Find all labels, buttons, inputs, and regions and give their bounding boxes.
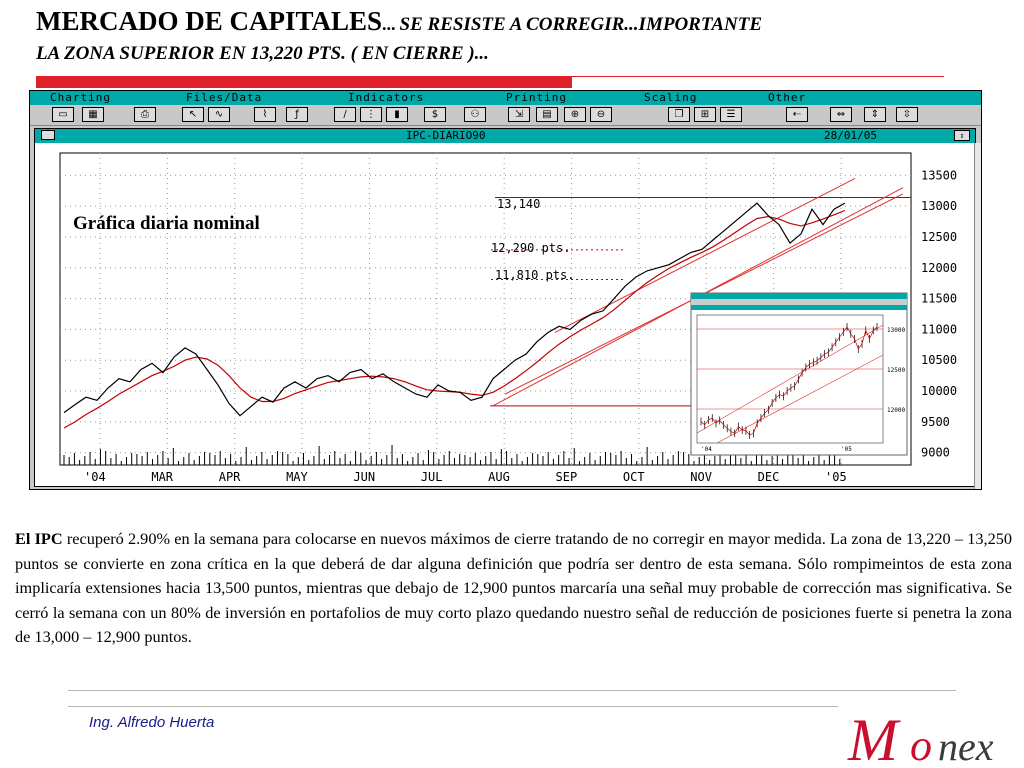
x-tick-label: MAR <box>151 470 173 484</box>
x-tick-label: APR <box>219 470 241 484</box>
menu-bar: Charting Files/Data Indicators Printing … <box>30 91 981 105</box>
title-ellipsis: ... <box>382 14 396 34</box>
x-axis-ticks: '04 MAR APR MAY JUN JUL AUG SEP OCT NOV DEC '05 <box>84 470 847 484</box>
pointer-icon[interactable]: ↖ <box>182 107 204 122</box>
annotation-12290: 12,290 pts. <box>491 241 570 255</box>
menu-scaling[interactable]: Scaling <box>644 91 698 104</box>
y-tick-label: 9500 <box>921 415 950 429</box>
menu-printing[interactable]: Printing <box>506 91 567 104</box>
monex-logo: M o nex <box>844 696 1022 766</box>
x-tick-label: '05 <box>825 470 847 484</box>
commentary-lead: El IPC <box>15 529 63 548</box>
scroll-arrows-icon[interactable]: ⇕ <box>954 130 970 141</box>
up-down-icon[interactable]: ⇳ <box>896 107 918 122</box>
title-rest: SE RESISTE A CORREGIR...IMPORTANTE <box>399 14 763 35</box>
y-tick-label: 10000 <box>921 384 957 398</box>
grid-icon[interactable]: ▦ <box>82 107 104 122</box>
list-icon[interactable]: ☰ <box>720 107 742 122</box>
svg-text:nex: nex <box>938 724 994 766</box>
menu-files-data[interactable]: Files/Data <box>186 91 263 104</box>
inset-plot-border <box>696 314 884 444</box>
x-tick-label: NOV <box>690 470 712 484</box>
channel-upper <box>554 177 856 333</box>
svg-text:M: M <box>847 707 901 766</box>
annotation-13140: 13,140 <box>497 197 540 211</box>
inset-chart-window: 13000 12500 12000 '04 '05 <box>690 292 908 456</box>
window-menu-icon[interactable] <box>41 130 55 140</box>
printer-icon[interactable]: ⎙ <box>134 107 156 122</box>
x-tick-label: MAY <box>286 470 308 484</box>
y-tick-label: 12000 <box>921 261 957 275</box>
inset-y-tick: 13000 <box>887 327 905 334</box>
x-tick-label: DEC <box>758 470 780 484</box>
y-tick-label: 12500 <box>921 230 957 244</box>
horizontal-levels <box>490 197 911 407</box>
commentary-text: recuperó 2.90% en la semana para colocar… <box>15 529 1012 646</box>
center-icon[interactable]: ⇕ <box>864 107 886 122</box>
y-tick-label: 9000 <box>921 446 950 460</box>
chart-window-titlebar: IPC-DIARIO90 28/01/05 ⇕ <box>35 129 975 143</box>
left-arrow-icon[interactable]: ⇠ <box>786 107 808 122</box>
title-line2: LA ZONA SUPERIOR EN 13,220 PTS. ( EN CIE… <box>36 43 489 64</box>
table-icon[interactable]: ▤ <box>536 107 558 122</box>
menu-other[interactable]: Other <box>768 91 807 104</box>
left-right-icon[interactable]: ⇔ <box>830 107 852 122</box>
y-tick-label: 13000 <box>921 199 957 213</box>
volume-bars <box>63 445 841 465</box>
inset-x-tick: '04 <box>701 446 712 453</box>
vertical-scrollbar[interactable] <box>974 143 981 489</box>
compress-icon[interactable]: ⇲ <box>508 107 530 122</box>
x-tick-label: AUG <box>488 470 510 484</box>
zoom-out-icon[interactable]: ⊖ <box>590 107 612 122</box>
y-tick-label: 10500 <box>921 353 957 367</box>
chart-window: IPC-DIARIO90 28/01/05 ⇕ 13500 13000 12500 1… <box>34 128 976 487</box>
inset-ma-line <box>700 326 878 436</box>
y-axis-ticks: 13500 13000 12500 12000 11500 11000 10500 10000… <box>921 168 957 459</box>
line-tool-icon[interactable]: ∿ <box>208 107 230 122</box>
inset-y-tick: 12500 <box>887 367 905 374</box>
price-chart: 13500 13000 12500 12000 11500 11000 10500 10000… <box>59 152 957 484</box>
inset-channel-upper <box>696 324 884 434</box>
function-icon[interactable]: ƒ <box>286 107 308 122</box>
chart-window-date: 28/01/05 <box>824 129 877 142</box>
title-main: MERCADO DE CAPITALES <box>36 6 383 36</box>
commentary-paragraph: El IPC recuperó 2.90% en la semana para … <box>15 527 1012 650</box>
zigzag-icon[interactable]: ⌇ <box>254 107 276 122</box>
charting-app-window: Charting Files/Data Indicators Printing … <box>29 90 982 490</box>
x-tick-label: JUN <box>353 470 375 484</box>
slash-icon[interactable]: / <box>334 107 356 122</box>
inset-x-tick: '05 <box>841 446 852 453</box>
bar-chart-icon[interactable]: ▮ <box>386 107 408 122</box>
inset-y-tick: 12000 <box>887 407 905 414</box>
x-tick-label: SEP <box>556 470 578 484</box>
annotation-11810: 11,810 pts. <box>495 268 574 282</box>
footer-divider-2 <box>68 706 838 707</box>
price-line <box>63 202 846 417</box>
zoom-in-icon[interactable]: ⊕ <box>564 107 586 122</box>
footer-divider <box>68 690 956 691</box>
menu-indicators[interactable]: Indicators <box>348 91 425 104</box>
inset-channel-lower <box>716 354 884 444</box>
x-tick-label: JUL <box>421 470 443 484</box>
dollar-icon[interactable]: $ <box>424 107 446 122</box>
vertical-bars-icon[interactable]: ⋮ <box>360 107 382 122</box>
chart-window-title: IPC-DIARIO90 <box>406 129 486 142</box>
menu-charting[interactable]: Charting <box>50 91 111 104</box>
author-name: Ing. Alfredo Huerta <box>89 714 215 731</box>
x-tick-label: '04 <box>84 470 106 484</box>
slide-title: MERCADO DE CAPITALES... SE RESISTE A COR… <box>36 6 1006 67</box>
y-tick-label: 11000 <box>921 322 957 336</box>
title-red-bar <box>36 76 572 88</box>
svg-text:o: o <box>910 721 932 766</box>
chart-annotation-title: Gráfica diaria nominal <box>73 213 260 234</box>
open-folder-icon[interactable]: ▭ <box>52 107 74 122</box>
x-tick-label: OCT <box>623 470 645 484</box>
copy-icon[interactable]: ❐ <box>668 107 690 122</box>
binoculars-icon[interactable]: ⚇ <box>464 107 486 122</box>
tile-icon[interactable]: ⊞ <box>694 107 716 122</box>
y-tick-label: 13500 <box>921 168 957 182</box>
y-tick-label: 11500 <box>921 292 957 306</box>
toolbar: ▭ ▦ ⎙ ↖ ∿ ⌇ ƒ / ⋮ ▮ $ ⚇ ⇲ ▤ ⊕ ⊖ ❐ ⊞ ☰ ⇠ … <box>30 105 981 126</box>
